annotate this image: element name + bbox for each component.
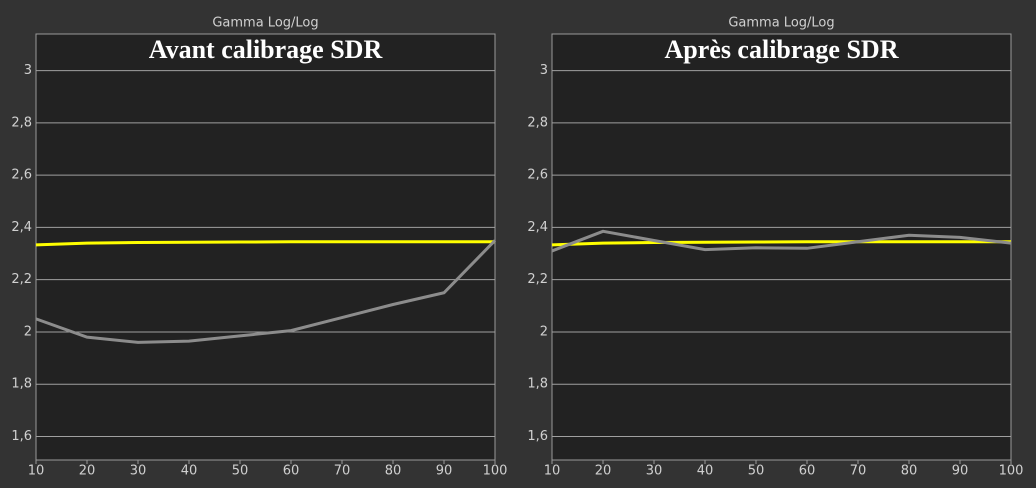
y-tick-label: 2,2 xyxy=(527,272,548,287)
x-tick-label: 100 xyxy=(999,464,1024,479)
y-tick-label: 2,4 xyxy=(527,220,548,235)
y-tick-label: 1,8 xyxy=(527,377,548,392)
y-tick-label: 2,8 xyxy=(527,115,548,130)
chart-title: Gamma Log/Log xyxy=(728,16,834,31)
x-tick-label: 20 xyxy=(79,464,96,479)
series-line xyxy=(551,240,1011,247)
x-tick-label: 60 xyxy=(799,464,816,479)
series-line xyxy=(35,240,495,247)
x-tick-label: 20 xyxy=(595,464,612,479)
x-tick-label: 40 xyxy=(697,464,714,479)
y-tick-label: 2 xyxy=(24,324,32,339)
x-tick-label: 10 xyxy=(544,464,561,479)
x-tick-label: 50 xyxy=(232,464,249,479)
y-tick-label: 2,6 xyxy=(527,168,548,183)
x-tick-label: 90 xyxy=(436,464,453,479)
series-line xyxy=(551,229,1012,253)
x-tick-label: 70 xyxy=(850,464,867,479)
y-tick-label: 1,6 xyxy=(11,429,32,444)
x-tick-label: 30 xyxy=(130,464,147,479)
chart-title: Gamma Log/Log xyxy=(212,16,318,31)
y-tick-label: 2,2 xyxy=(11,272,32,287)
annotation: Avant calibrage SDR xyxy=(149,35,383,64)
y-tick-label: 2,8 xyxy=(11,115,32,130)
x-tick-label: 80 xyxy=(385,464,402,479)
y-tick-label: 3 xyxy=(540,63,548,78)
x-tick-label: 90 xyxy=(952,464,969,479)
plot-area xyxy=(35,33,496,461)
series-line xyxy=(35,239,497,344)
x-tick-label: 60 xyxy=(283,464,300,479)
y-tick-label: 1,6 xyxy=(527,429,548,444)
x-tick-label: 50 xyxy=(748,464,765,479)
y-tick-label: 3 xyxy=(24,63,32,78)
y-tick-label: 1,8 xyxy=(11,377,32,392)
y-tick-label: 2,4 xyxy=(11,220,32,235)
y-tick-label: 2,6 xyxy=(11,168,32,183)
x-tick-label: 30 xyxy=(646,464,663,479)
x-tick-label: 80 xyxy=(901,464,918,479)
x-tick-label: 100 xyxy=(483,464,508,479)
x-tick-label: 10 xyxy=(28,464,45,479)
x-tick-label: 40 xyxy=(181,464,198,479)
x-tick-label: 70 xyxy=(334,464,351,479)
y-tick-label: 2 xyxy=(540,324,548,339)
annotation: Après calibrage SDR xyxy=(665,35,899,64)
